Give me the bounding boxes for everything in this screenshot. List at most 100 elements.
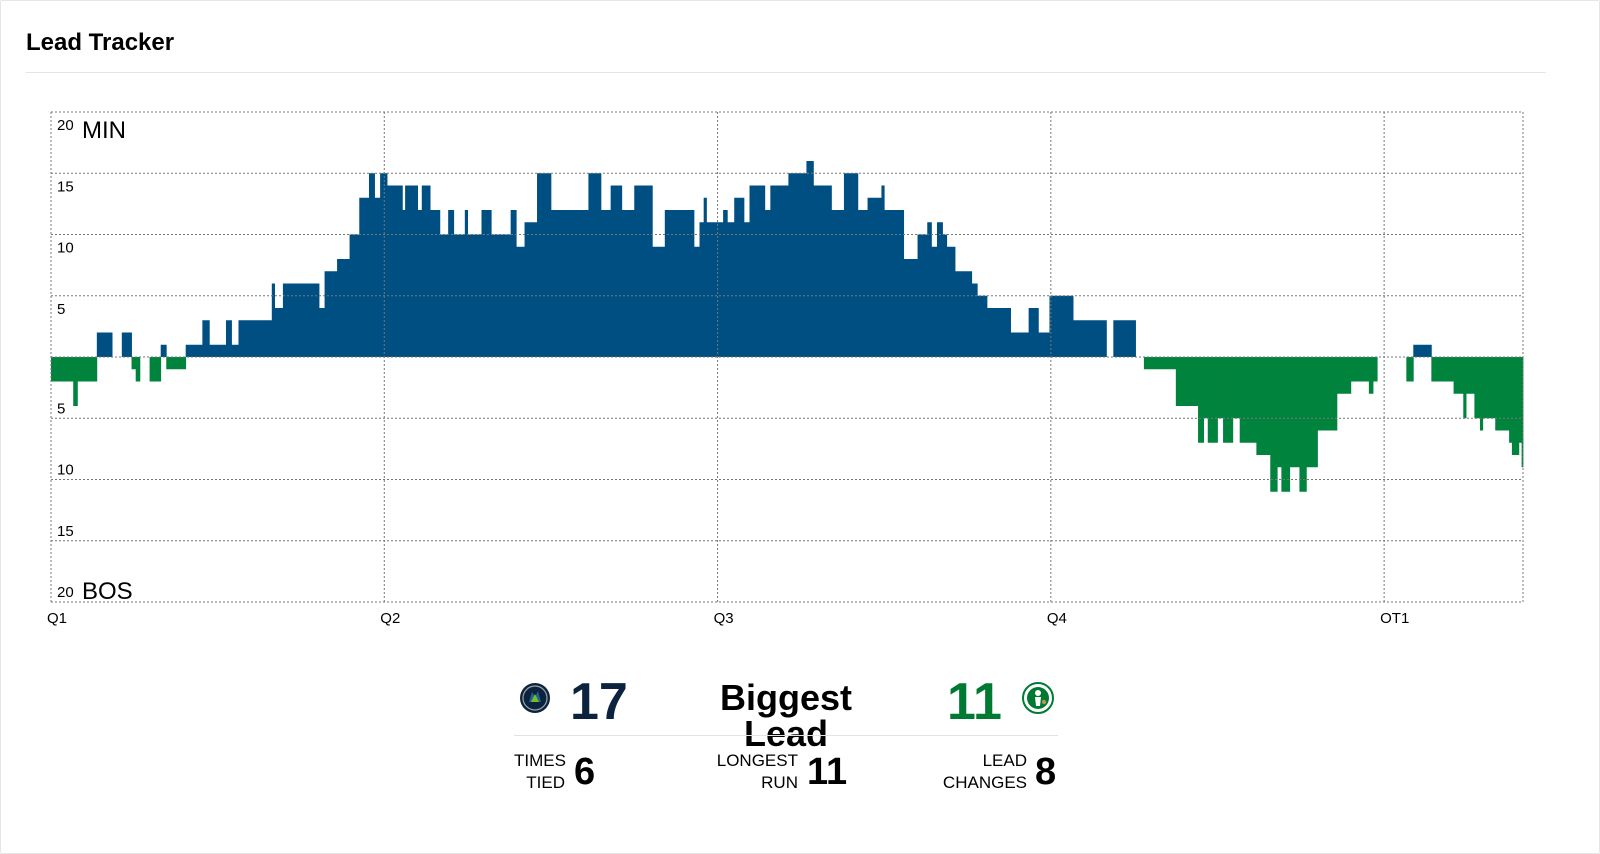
min-lead-bar [896,210,905,357]
min-lead-bar [1038,332,1050,357]
y-tick-label: 20 [57,117,74,134]
min-lead-bar [693,246,700,357]
min-lead-bar [727,222,735,357]
bos-lead-bar [1277,357,1282,468]
bos-lead-bar [1479,357,1484,431]
bos-lead-bar [1239,357,1257,443]
min-lead-bar [955,271,973,357]
lead-changes-value: 8 [1035,751,1057,793]
min-lead-bar [1413,344,1432,357]
bos-lead-bar [1217,357,1224,419]
stats-divider [514,735,1058,736]
min-lead-bar [831,210,845,357]
min-lead-bar [491,234,512,357]
bos-lead-bar [77,357,81,382]
min-lead-bar [516,246,525,357]
period-label: OT1 [1380,610,1409,627]
min-lead-bar [430,210,441,357]
bos-lead-bar [73,357,78,406]
min-lead-bar [464,210,469,357]
y-tick-label: 10 [57,240,74,257]
bos-lead-bar [1299,357,1307,492]
min-lead-bar [121,332,132,357]
bos-lead-bar [1203,357,1209,419]
min-lead-bar [550,210,589,357]
celtics-logo-icon [1022,682,1054,714]
min-lead-bar [1057,295,1074,357]
bos-lead-bar [1518,357,1523,443]
min-lead-bar [282,283,320,357]
min-lead-bar [652,246,666,357]
min-lead-bar [788,173,807,357]
min-lead-bar [96,332,113,357]
longest-run-label: LONGEST RUN [714,750,798,794]
biggest-lead-label: Biggest Lead [719,677,852,754]
bos-lead-bar [1474,357,1481,419]
min-lead-bar [510,210,517,357]
min-biggest-lead-value: 17 [570,673,628,731]
times-tied-label-line1: TIMES [514,751,566,770]
bos-lead-bar [1143,357,1177,370]
min-lead-bar [359,197,370,357]
bos-lead-bar [1207,357,1218,443]
min-lead-bar [225,320,232,357]
min-lead-bar [481,210,492,357]
min-lead-bar [417,210,423,357]
longest-run-label-line1: LONGEST [716,751,798,770]
y-tick-label: 20 [57,584,74,601]
bos-lead-bar [1270,357,1278,492]
min-lead-bar [600,210,612,357]
bos-lead-bar [80,357,98,382]
timberwolves-logo-icon [520,683,550,713]
min-lead-bar [971,283,978,357]
min-lead-bar [1113,320,1136,357]
times-tied-label-line2: TIED [526,773,565,792]
min-lead-bar [421,185,431,357]
bos-lead-bar [1336,357,1352,394]
min-lead-bar [699,222,705,357]
bos-lead-bar [1281,357,1291,492]
bos-lead-bar [1368,357,1374,394]
min-lead-bar [621,210,635,357]
bos-lead-bar [64,357,74,382]
period-label: Q1 [47,610,67,627]
bos-lead-bar [1373,357,1378,382]
min-lead-bar [931,246,938,357]
min-axis-team-label: MIN [82,117,126,144]
min-lead-bar [324,271,338,357]
bos-lead-bar [1306,357,1318,468]
bos-lead-bar [1463,357,1467,419]
min-lead-bar [238,320,273,357]
min-lead-bar [881,185,885,357]
min-lead-bar [588,173,602,357]
lead-tracker-chart: 20 15 10 5 5 10 15 20 MIN BOS Q1 Q2 Q3 Q4 OT1 [47,111,1524,627]
min-lead-bar [946,246,956,357]
min-lead-bar [160,344,167,357]
bos-lead-bar [1466,357,1475,394]
min-lead-bar [319,308,325,357]
bos-lead-bar [1289,357,1300,468]
min-lead-bar [185,344,203,357]
bos-lead-bar [1482,357,1496,419]
min-lead-bar [903,259,918,357]
min-lead-bar [610,185,623,357]
min-lead-bar [813,185,832,357]
min-lead-bar [634,185,653,357]
lead-changes-label-line1: LEAD [982,751,1027,770]
y-tick-label: 15 [57,523,74,540]
min-lead-bar [806,161,814,357]
lead-changes-label-line2: CHANGES [942,773,1027,792]
bos-lead-bar [1431,357,1454,382]
bos-lead-bar [51,357,66,382]
min-lead-bar [749,185,766,357]
min-lead-bar [867,197,882,357]
period-label: Q3 [714,610,734,627]
bos-lead-bar [1317,357,1338,431]
min-lead-bar [706,222,724,357]
min-lead-bar [1028,308,1039,357]
min-lead-bar [231,344,239,357]
period-label: Q4 [1047,610,1067,627]
min-lead-bar [734,197,745,357]
min-lead-bar [349,234,360,357]
